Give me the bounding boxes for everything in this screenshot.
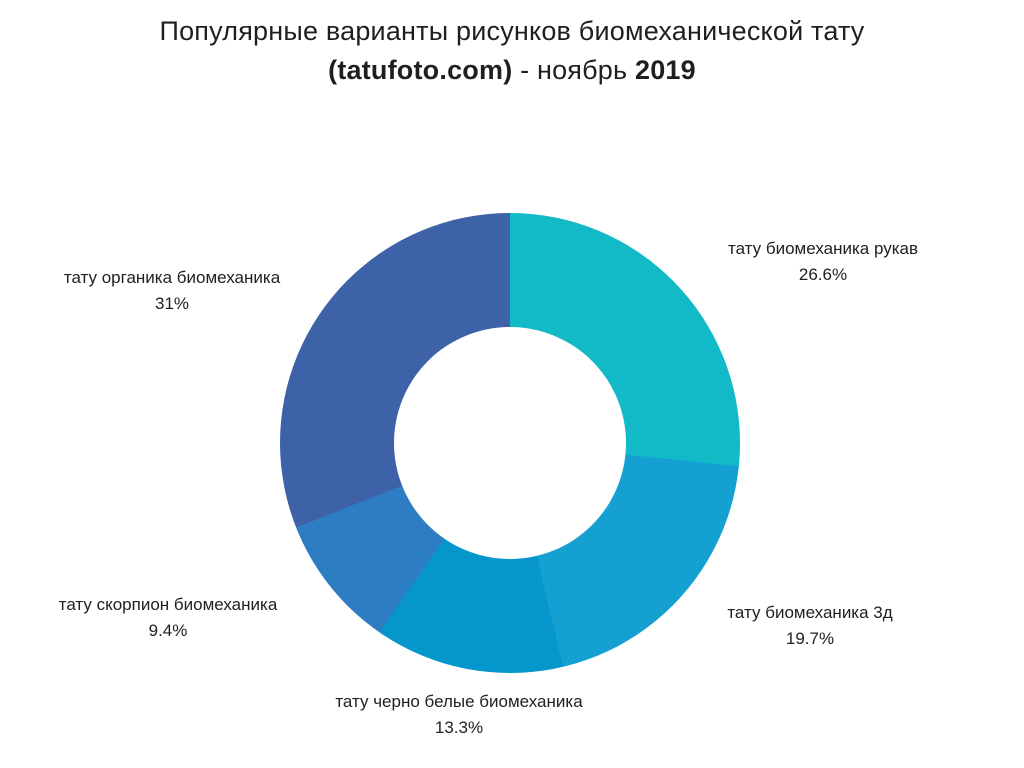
segment-label-text: тату органика биомеханика: [63, 268, 281, 287]
segment-label-3d: тату биомеханика 3д 19.7%: [727, 600, 892, 652]
segment-label-value: 26.6%: [798, 265, 848, 284]
segment-label-value: 13.3%: [434, 718, 484, 737]
segment-label-rukav: тату биомеханика рукав 26.6%: [728, 236, 918, 288]
segment-label-cherno-belye: тату черно белые биомеханика 13.3%: [335, 689, 582, 741]
segment-label-text: тату биомеханика рукав: [727, 239, 919, 258]
segment-label-value: 31%: [154, 294, 190, 313]
chart-title-line1: Популярные варианты рисунков биомеханиче…: [159, 16, 865, 46]
segment-label-value: 19.7%: [785, 629, 835, 648]
chart-title-source: (tatufoto.com): [328, 55, 513, 85]
chart-title-year: 2019: [634, 55, 696, 85]
donut-hole: [394, 327, 626, 559]
chart-title-line2: (tatufoto.com) - ноябрь 2019: [0, 51, 1024, 90]
segment-label-value: 9.4%: [148, 621, 188, 640]
segment-label-text: тату биомеханика 3д: [727, 603, 893, 622]
chart-title: Популярные варианты рисунков биомеханиче…: [0, 12, 1024, 90]
segment-label-text: тату черно белые биомеханика: [335, 692, 583, 711]
donut-chart: [280, 213, 740, 673]
segment-label-skorpion: тату скорпион биомеханика 9.4%: [59, 592, 278, 644]
chart-title-month: - ноябрь: [512, 55, 635, 85]
segment-label-text: тату скорпион биомеханика: [58, 595, 278, 614]
segment-label-organika: тату органика биомеханика 31%: [64, 265, 280, 317]
